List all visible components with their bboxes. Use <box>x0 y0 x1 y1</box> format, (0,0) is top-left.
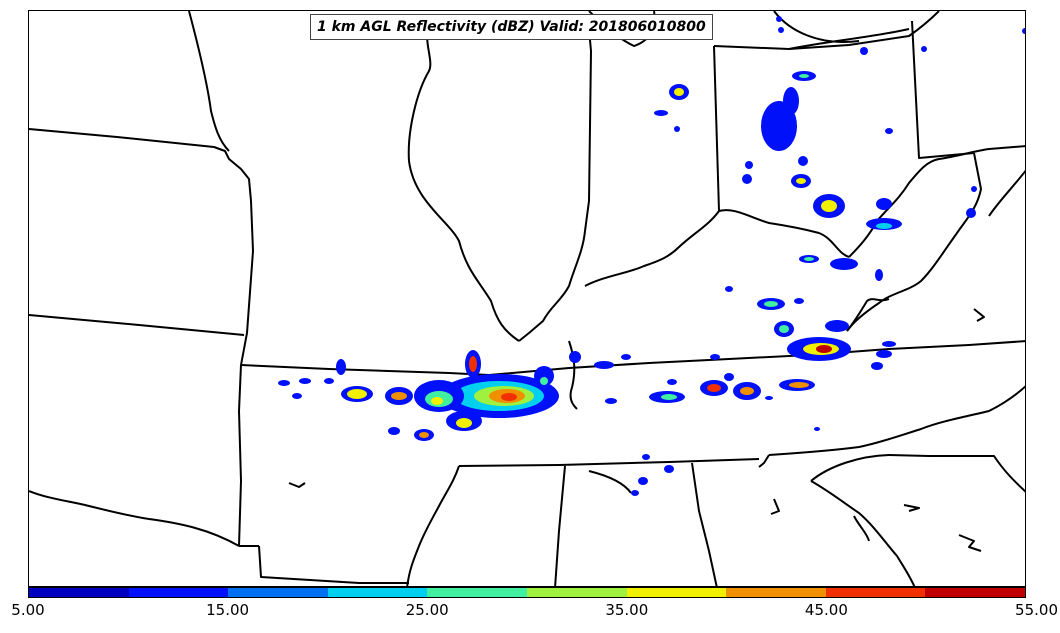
colorbar <box>28 587 1026 598</box>
colorbar-tick-label: 45.00 <box>804 601 848 619</box>
colorbar-tick-label: 5.00 <box>11 601 45 619</box>
colorbar-segment-6 <box>626 588 727 597</box>
map-frame <box>28 10 1026 587</box>
colorbar-segment-5 <box>526 588 627 597</box>
colorbar-segment-0 <box>29 588 129 597</box>
colorbar-tick-label: 15.00 <box>206 601 250 619</box>
colorbar-segment-8 <box>825 588 926 597</box>
map-title: 1 km AGL Reflectivity (dBZ) Valid: 20180… <box>310 14 713 40</box>
colorbar-segment-4 <box>427 588 527 597</box>
colorbar-tick-label: 55.00 <box>1015 601 1058 619</box>
map-canvas <box>29 11 1025 586</box>
colorbar-segment-1 <box>128 588 229 597</box>
colorbar-tick-label: 25.00 <box>405 601 449 619</box>
state-boundaries <box>29 11 1025 586</box>
reflectivity-echoes <box>278 16 1025 496</box>
colorbar-segment-3 <box>327 588 428 597</box>
colorbar-segment-2 <box>228 588 328 597</box>
colorbar-segment-7 <box>726 588 826 597</box>
colorbar-segment-9 <box>925 588 1025 597</box>
colorbar-tick-label: 35.00 <box>605 601 649 619</box>
